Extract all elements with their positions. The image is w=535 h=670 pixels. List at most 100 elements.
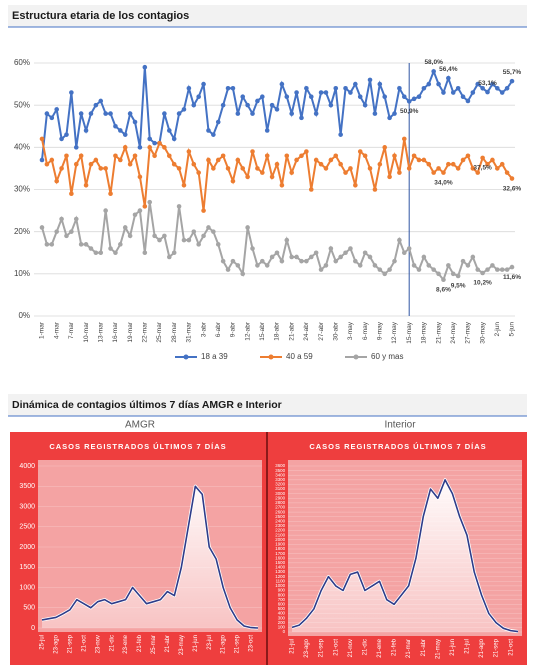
data-point [59, 166, 64, 171]
data-point [127, 111, 133, 116]
x-tick-label: 23-nov [95, 635, 101, 653]
data-point [294, 90, 299, 95]
data-point [333, 258, 339, 264]
data-point [64, 233, 69, 239]
data-point [78, 242, 84, 247]
data-point [436, 271, 441, 277]
data-point [333, 153, 339, 159]
data-point [54, 107, 59, 112]
data-point [127, 233, 133, 239]
x-tick-label: 21-feb [392, 638, 398, 656]
data-point [93, 102, 99, 108]
x-tick-label: 7-mar [68, 321, 75, 339]
legend-label: 60 y mas [371, 352, 403, 361]
data-label: 8,6% [436, 286, 451, 293]
data-point [441, 170, 446, 175]
data-point [362, 153, 368, 159]
data-label: 58,0% [424, 59, 443, 66]
data-point [495, 166, 500, 171]
data-point [220, 153, 226, 159]
legend-marker [353, 354, 359, 360]
data-point [220, 258, 226, 264]
data-point [460, 94, 466, 100]
legend-label: 40 a 59 [286, 352, 313, 361]
data-point [353, 81, 358, 87]
y-tick-label: 2000 [275, 537, 285, 542]
data-point [73, 161, 79, 167]
data-point [323, 166, 329, 171]
data-point [230, 258, 236, 264]
data-point [171, 136, 177, 142]
data-point [499, 90, 505, 95]
data-point [401, 136, 407, 142]
data-point [367, 254, 373, 260]
data-point [225, 166, 231, 171]
data-point [480, 270, 485, 276]
y-tick-label: 1200 [275, 574, 285, 579]
data-point [289, 170, 294, 175]
data-point [480, 155, 485, 161]
y-tick-label: 3000 [19, 503, 35, 510]
x-tick-label: 21-oct [508, 639, 514, 656]
legend-label: 18 a 39 [201, 352, 228, 361]
data-point [191, 229, 197, 234]
data-point [127, 161, 133, 167]
data-point [162, 111, 167, 116]
data-point [83, 128, 89, 133]
data-point [465, 153, 471, 159]
data-point [162, 233, 167, 239]
data-point [69, 90, 74, 95]
y-tick-label: 400 [278, 611, 286, 616]
data-point [504, 267, 510, 272]
data-point [318, 90, 324, 95]
data-point [372, 111, 378, 116]
panel-subtitle: Interior [384, 420, 416, 431]
data-label: 32,6% [503, 185, 522, 192]
data-point [49, 115, 55, 121]
y-tick-label: 2000 [19, 544, 35, 551]
y-tick-label: 2800 [275, 500, 285, 505]
data-point [225, 267, 231, 272]
data-point [353, 182, 358, 188]
data-point [411, 96, 417, 102]
data-label: 34,0% [434, 179, 453, 186]
data-point [509, 78, 515, 84]
data-point [98, 166, 104, 171]
data-point [397, 170, 402, 175]
data-point [323, 90, 329, 95]
y-tick-label: 500 [278, 606, 286, 611]
data-point [88, 246, 94, 251]
x-tick-label: 21-sep [319, 638, 325, 657]
data-point [406, 99, 412, 104]
data-point [201, 81, 206, 87]
data-point [152, 140, 157, 146]
data-point [377, 161, 383, 167]
data-point [367, 77, 373, 83]
data-point [88, 161, 94, 167]
data-point [450, 161, 456, 167]
y-tick-label: 3600 [275, 463, 285, 468]
y-tick-label: 500 [23, 605, 35, 612]
data-point [122, 225, 128, 230]
x-tick-label: 21-dic [109, 635, 115, 651]
data-point [421, 86, 427, 91]
data-point [499, 161, 505, 167]
data-point [406, 166, 412, 171]
y-tick-label: 2300 [275, 523, 285, 528]
x-tick-label: 22-mar [142, 321, 149, 342]
data-point [392, 258, 397, 264]
y-tick-label: 3500 [19, 483, 35, 490]
data-point [313, 250, 319, 256]
data-point [343, 86, 348, 91]
x-tick-label: 6-may [362, 321, 369, 340]
data-point [211, 166, 216, 171]
data-point [162, 145, 167, 150]
data-point [353, 258, 358, 264]
data-point [196, 94, 201, 100]
y-tick-label: 60% [14, 58, 30, 67]
x-tick-label: 21-ene [377, 638, 383, 657]
data-point [137, 145, 143, 150]
data-point [308, 94, 314, 100]
data-point [69, 191, 74, 197]
data-point [284, 153, 290, 159]
